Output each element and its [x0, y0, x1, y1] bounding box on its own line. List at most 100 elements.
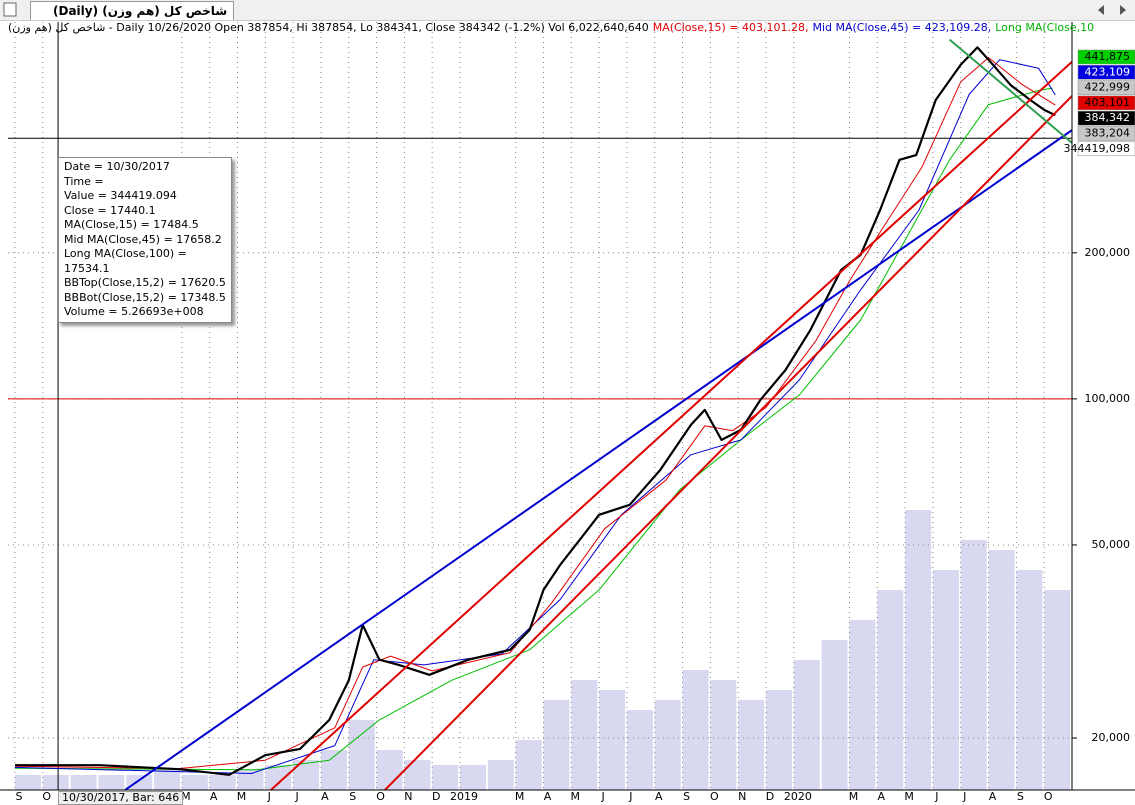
x-tick-label: N — [404, 790, 412, 803]
info-segment: Long MA(Close,10 — [995, 21, 1095, 34]
volume-bar — [348, 719, 375, 790]
x-tick-label: O — [42, 790, 51, 803]
x-tick-label: O — [710, 790, 719, 803]
x-tick-label: M — [904, 790, 914, 803]
volume-bar — [265, 765, 292, 790]
volume-bar — [209, 774, 236, 790]
x-tick-label: M — [181, 790, 191, 803]
volume-bar — [710, 679, 737, 790]
volume-bar — [154, 769, 181, 790]
price-tag — [1077, 65, 1135, 80]
volume-bar — [376, 749, 403, 790]
x-tick-label: M — [515, 790, 525, 803]
price-tag — [1077, 141, 1135, 157]
x-tick-label: M — [571, 790, 581, 803]
volume-bar — [1016, 570, 1043, 790]
tooltip-line: MA(Close,15) = 17484.5 — [64, 218, 199, 231]
volume-bar — [571, 679, 598, 790]
x-tick-label: S — [1017, 790, 1024, 803]
tooltip: Date = 10/30/2017 Time = Value = 344419.09… — [58, 157, 232, 323]
x-tick-label: 2020 — [784, 790, 812, 803]
price-tag-label: 383,204 — [1085, 127, 1131, 140]
volume-bar — [932, 570, 959, 790]
volume-bar — [404, 760, 431, 790]
x-tick-label: M — [849, 790, 859, 803]
window-tab[interactable]: شاخص کل (هم وزن) (Daily) — [30, 1, 235, 20]
series-line — [14, 59, 1056, 774]
price-tag-label: 403,101 — [1085, 96, 1131, 109]
tooltip-line: Value = 344419.094 — [64, 189, 177, 202]
volume-bar — [1044, 590, 1071, 790]
tooltip-line: Date = 10/30/2017 — [64, 160, 170, 173]
tooltip-line: BBBot(Close,15,2) = 17348.5 — [64, 290, 226, 304]
volume-bar — [14, 774, 41, 790]
x-tick-label: J — [267, 790, 271, 803]
x-tick-label: J — [934, 790, 938, 803]
volume-bar — [181, 774, 208, 790]
volume-bar — [793, 660, 820, 790]
volume-bar — [126, 774, 153, 790]
x-tick-label: O — [376, 790, 385, 803]
x-tick-label: J — [628, 790, 632, 803]
volume-bar — [487, 760, 514, 790]
x-tick-label: 2019 — [450, 790, 478, 803]
x-tick-label: O — [1044, 790, 1053, 803]
price-tag-label: 441,875 — [1085, 50, 1131, 63]
x-tick-label: N — [738, 790, 746, 803]
tooltip-line: Volume = 5.26693e+008 — [64, 305, 204, 318]
volume-bar — [460, 765, 487, 790]
volume-bar — [766, 690, 793, 790]
price-tag — [1077, 49, 1135, 65]
x-tick-label: J — [962, 790, 966, 803]
volume-bar — [849, 619, 876, 790]
price-tag-label: 384,342 — [1085, 111, 1131, 124]
tooltip-line: Time = — [64, 174, 104, 188]
volume-bar — [654, 699, 681, 790]
menu-button[interactable] — [3, 2, 17, 17]
volume-bar — [682, 669, 709, 790]
y-tick-label: 50,000 — [1092, 538, 1131, 551]
info-line: شاخص کل (هم وزن) - Daily 10/26/2020 Open… — [8, 21, 1098, 34]
y-tick-label: 20,000 — [1092, 731, 1131, 744]
volume-bar — [42, 774, 69, 790]
x-tick-label: A — [321, 790, 329, 803]
volume-bar — [626, 710, 653, 790]
status-label: 10/30/2017, Bar: 646 — [58, 791, 184, 805]
volume-bar — [70, 774, 97, 790]
volume-bar — [738, 699, 765, 790]
scroll-left[interactable] — [1098, 5, 1104, 15]
volume-bar — [599, 690, 626, 790]
volume-bar — [877, 590, 904, 790]
price-tag — [1077, 95, 1135, 111]
title-bar: شاخص کل (هم وزن) (Daily) — [0, 0, 1135, 21]
volume-bar — [432, 765, 459, 790]
volume-bar — [821, 640, 848, 790]
trend-line — [384, 95, 1072, 790]
x-tick-label: D — [432, 790, 440, 803]
x-tick-label: A — [210, 790, 218, 803]
volume-bar — [988, 549, 1015, 790]
price-tag-label: 422,999 — [1085, 81, 1131, 94]
price-tag — [1077, 126, 1135, 141]
series-line — [15, 46, 1056, 776]
x-tick-label: J — [600, 790, 604, 803]
volume-bar — [905, 510, 932, 790]
scroll-right[interactable] — [1120, 5, 1126, 15]
volume-bar — [960, 540, 987, 790]
price-tag — [1077, 110, 1135, 126]
x-tick-label: A — [655, 790, 663, 803]
x-tick-label: A — [989, 790, 997, 803]
x-tick-label: S — [15, 790, 22, 803]
tooltip-line: Close = 17440.1 — [64, 203, 156, 217]
info-segment: Mid MA(Close,45) = 423,109.28, — [812, 21, 992, 34]
x-tick-label: A — [878, 790, 886, 803]
x-tick-label: J — [294, 790, 298, 803]
trend-line — [270, 61, 1072, 790]
tooltip-line: Long MA(Close,100) = 17534.1 — [64, 247, 187, 275]
tooltip-line: Mid MA(Close,45) = 17658.2 — [64, 232, 222, 246]
info-segment: MA(Close,15) = 403,101.28, — [652, 21, 809, 34]
volume-bar — [237, 769, 264, 790]
price-tag-label: 423,109 — [1085, 65, 1131, 78]
